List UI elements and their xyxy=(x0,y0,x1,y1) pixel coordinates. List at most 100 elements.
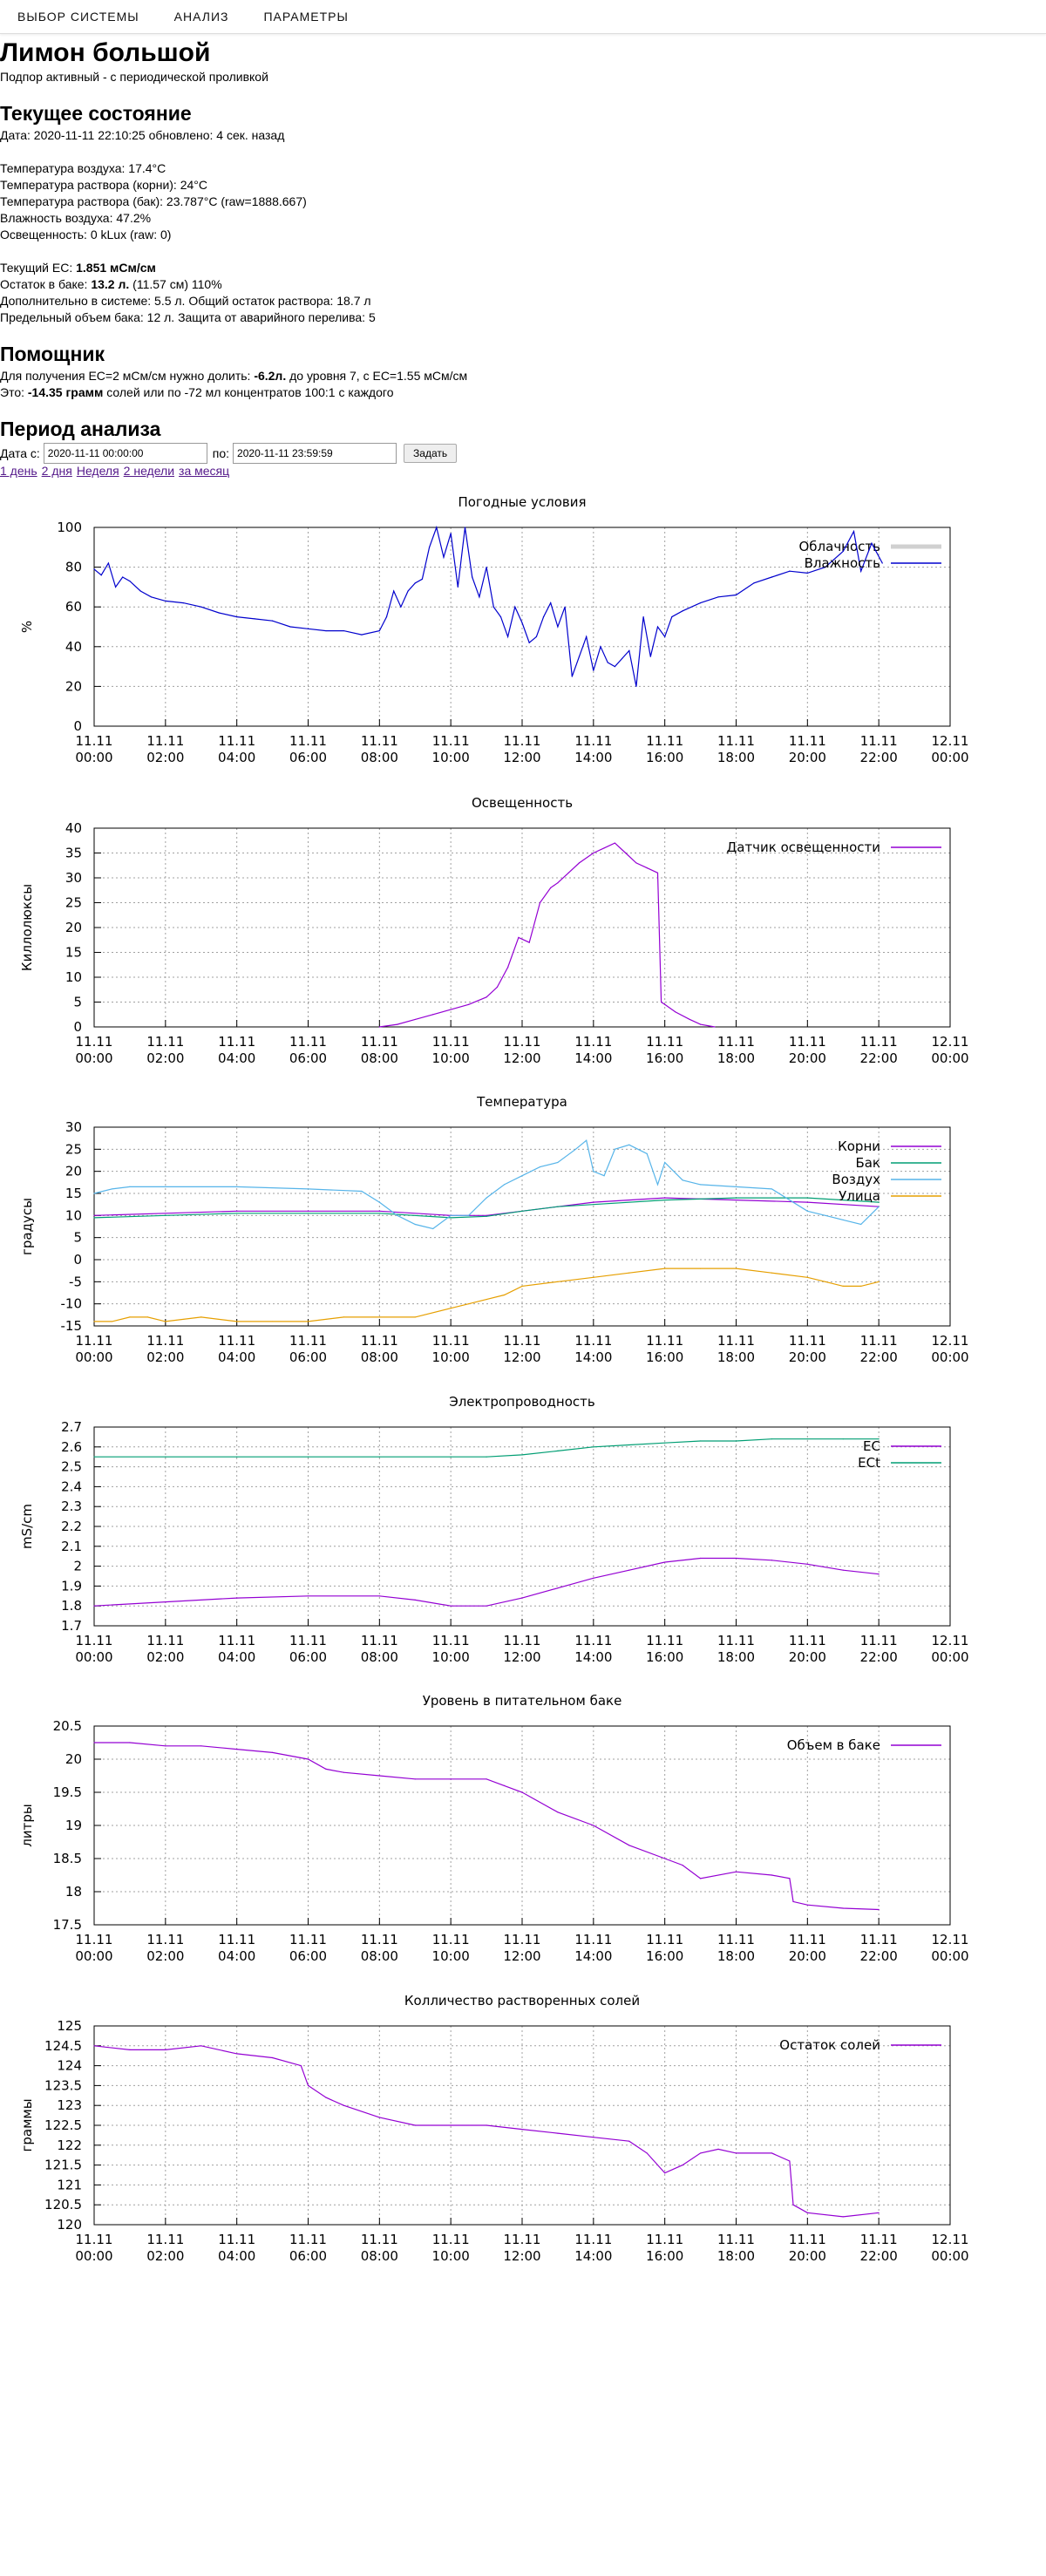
y-axis-label: mS/cm xyxy=(19,1504,35,1549)
x-tick-label: 11.11 10:00 xyxy=(432,1932,470,1964)
period-link-2-weeks[interactable]: 2 недели xyxy=(123,464,175,478)
x-tick-label: 11.11 20:00 xyxy=(789,1333,826,1365)
x-tick-label: 11.11 22:00 xyxy=(860,2232,898,2264)
data-point xyxy=(236,616,238,618)
y-tick-label: 100 xyxy=(57,520,82,535)
x-tick-label: 11.11 08:00 xyxy=(361,2232,398,2264)
data-point xyxy=(528,941,530,943)
data-point xyxy=(271,1751,274,1753)
y-tick-label: 2.7 xyxy=(61,1419,82,1435)
data-point xyxy=(378,629,380,632)
y-tick-label: 121.5 xyxy=(44,2158,82,2173)
data-point xyxy=(771,1874,773,1876)
nav-analysis[interactable]: АНАЛИЗ xyxy=(173,10,229,24)
nav-parameters[interactable]: ПАРАМЕТРЫ xyxy=(263,10,349,24)
chart-svg: Колличество растворенных солейграммы1201… xyxy=(19,1993,969,2264)
x-tick-label: 11.11 20:00 xyxy=(789,1034,826,1066)
data-point xyxy=(521,1175,523,1177)
legend-label: ECt xyxy=(858,1455,880,1471)
data-point xyxy=(378,1210,380,1212)
y-axis-label: % xyxy=(19,621,35,633)
data-point xyxy=(664,1197,666,1199)
data-point xyxy=(646,1152,648,1154)
data-point xyxy=(200,1316,202,1318)
data-point xyxy=(450,1214,452,1216)
data-point xyxy=(642,616,644,618)
x-tick-label: 11.11 00:00 xyxy=(75,1333,112,1365)
period-link-week[interactable]: Неделя xyxy=(76,464,119,478)
x-tick-label: 11.11 20:00 xyxy=(789,2232,826,2264)
data-point xyxy=(93,1605,95,1607)
data-point xyxy=(361,1190,363,1193)
submit-period-button[interactable]: Задать xyxy=(404,444,458,463)
chart-4: Электропроводность mS/cm 1.7 1.8 1.9 2 2.1 2.2 2… xyxy=(0,1383,1046,1674)
data-point xyxy=(150,596,153,598)
series-line xyxy=(94,1742,880,1911)
helper-heading: Помощник xyxy=(0,343,105,365)
data-point xyxy=(432,1227,434,1230)
data-point xyxy=(521,1285,523,1287)
x-tick-label: 11.11 04:00 xyxy=(218,1333,255,1365)
y-tick-label: 0 xyxy=(73,1252,82,1268)
x-tick-label: 11.11 00:00 xyxy=(75,1034,112,1066)
y-tick-label: -10 xyxy=(61,1296,83,1312)
data-point xyxy=(432,1014,434,1016)
data-point xyxy=(878,1573,880,1575)
data-point xyxy=(557,1281,559,1282)
data-point xyxy=(792,1900,794,1902)
date-to-input[interactable] xyxy=(233,443,397,464)
period-link-month[interactable]: за месяц xyxy=(179,464,230,478)
data-point xyxy=(378,1201,380,1203)
data-point xyxy=(521,1791,523,1793)
x-tick-label: 11.11 18:00 xyxy=(717,1633,755,1665)
data-point xyxy=(878,1201,880,1203)
data-point xyxy=(586,1139,588,1141)
data-point xyxy=(664,636,666,637)
period-link-2-days[interactable]: 2 дня xyxy=(41,464,72,478)
data-point xyxy=(771,1188,773,1190)
helper-line-2: Это: -14.35 грамм солей или по -72 мл ко… xyxy=(0,384,1046,401)
legend-label: EC xyxy=(863,1438,880,1454)
x-tick-label: 11.11 20:00 xyxy=(789,1932,826,1964)
data-point xyxy=(664,1561,666,1563)
y-tick-label: 2.6 xyxy=(61,1439,82,1455)
data-point xyxy=(735,1557,737,1560)
x-tick-label: 11.11 16:00 xyxy=(646,1932,683,1964)
nav-select-system[interactable]: ВЫБОР СИСТЕМЫ xyxy=(17,10,139,24)
data-point xyxy=(200,606,202,608)
data-point xyxy=(307,1456,309,1458)
top-nav: ВЫБОР СИСТЕМЫ АНАЛИЗ ПАРАМЕТРЫ xyxy=(0,0,1046,34)
y-tick-label: 122.5 xyxy=(44,2117,82,2133)
data-point xyxy=(699,1878,702,1879)
x-tick-label: 11.11 18:00 xyxy=(717,1932,755,1964)
data-point xyxy=(664,1003,666,1005)
helper-line-2-value: -14.35 грамм xyxy=(27,385,104,399)
data-point xyxy=(378,1775,380,1777)
data-point xyxy=(165,1456,166,1458)
data-point xyxy=(735,2152,737,2154)
data-point xyxy=(165,2049,166,2050)
y-tick-label: 121 xyxy=(57,2177,82,2192)
data-point xyxy=(878,1438,880,1440)
data-point xyxy=(842,550,844,552)
chart-5: Уровень в питательном баке литры 17.5 18 18.… xyxy=(0,1682,1046,1973)
data-point xyxy=(236,1321,238,1322)
legend-label: Объем в баке xyxy=(787,1737,880,1753)
y-axis-label: Киллолюксы xyxy=(19,884,35,971)
y-tick-label: 18.5 xyxy=(53,1851,82,1866)
data-point xyxy=(378,1316,380,1318)
period-link-1-day[interactable]: 1 день xyxy=(0,464,37,478)
chart-svg: Температура градусы -15 -10 -5 0 5 10 15 20 25 30 11… xyxy=(19,1094,969,1365)
date-from-input[interactable] xyxy=(43,443,207,464)
data-point xyxy=(753,582,755,584)
data-point xyxy=(450,1605,452,1607)
chart-svg: Погодные условия% 0 20 40 60 80 100 11.11 00:00 1… xyxy=(19,494,969,765)
x-tick-label: 11.11 04:00 xyxy=(218,733,255,765)
data-point xyxy=(521,1597,523,1599)
x-tick-label: 11.11 22:00 xyxy=(860,1633,898,1665)
x-tick-label: 11.11 16:00 xyxy=(646,1333,683,1365)
y-tick-label: 18 xyxy=(65,1884,82,1900)
y-tick-label: 0 xyxy=(73,1019,82,1035)
data-point xyxy=(139,590,141,592)
ec-line: Текущий EC: 1.851 мСм/см xyxy=(0,260,1046,276)
